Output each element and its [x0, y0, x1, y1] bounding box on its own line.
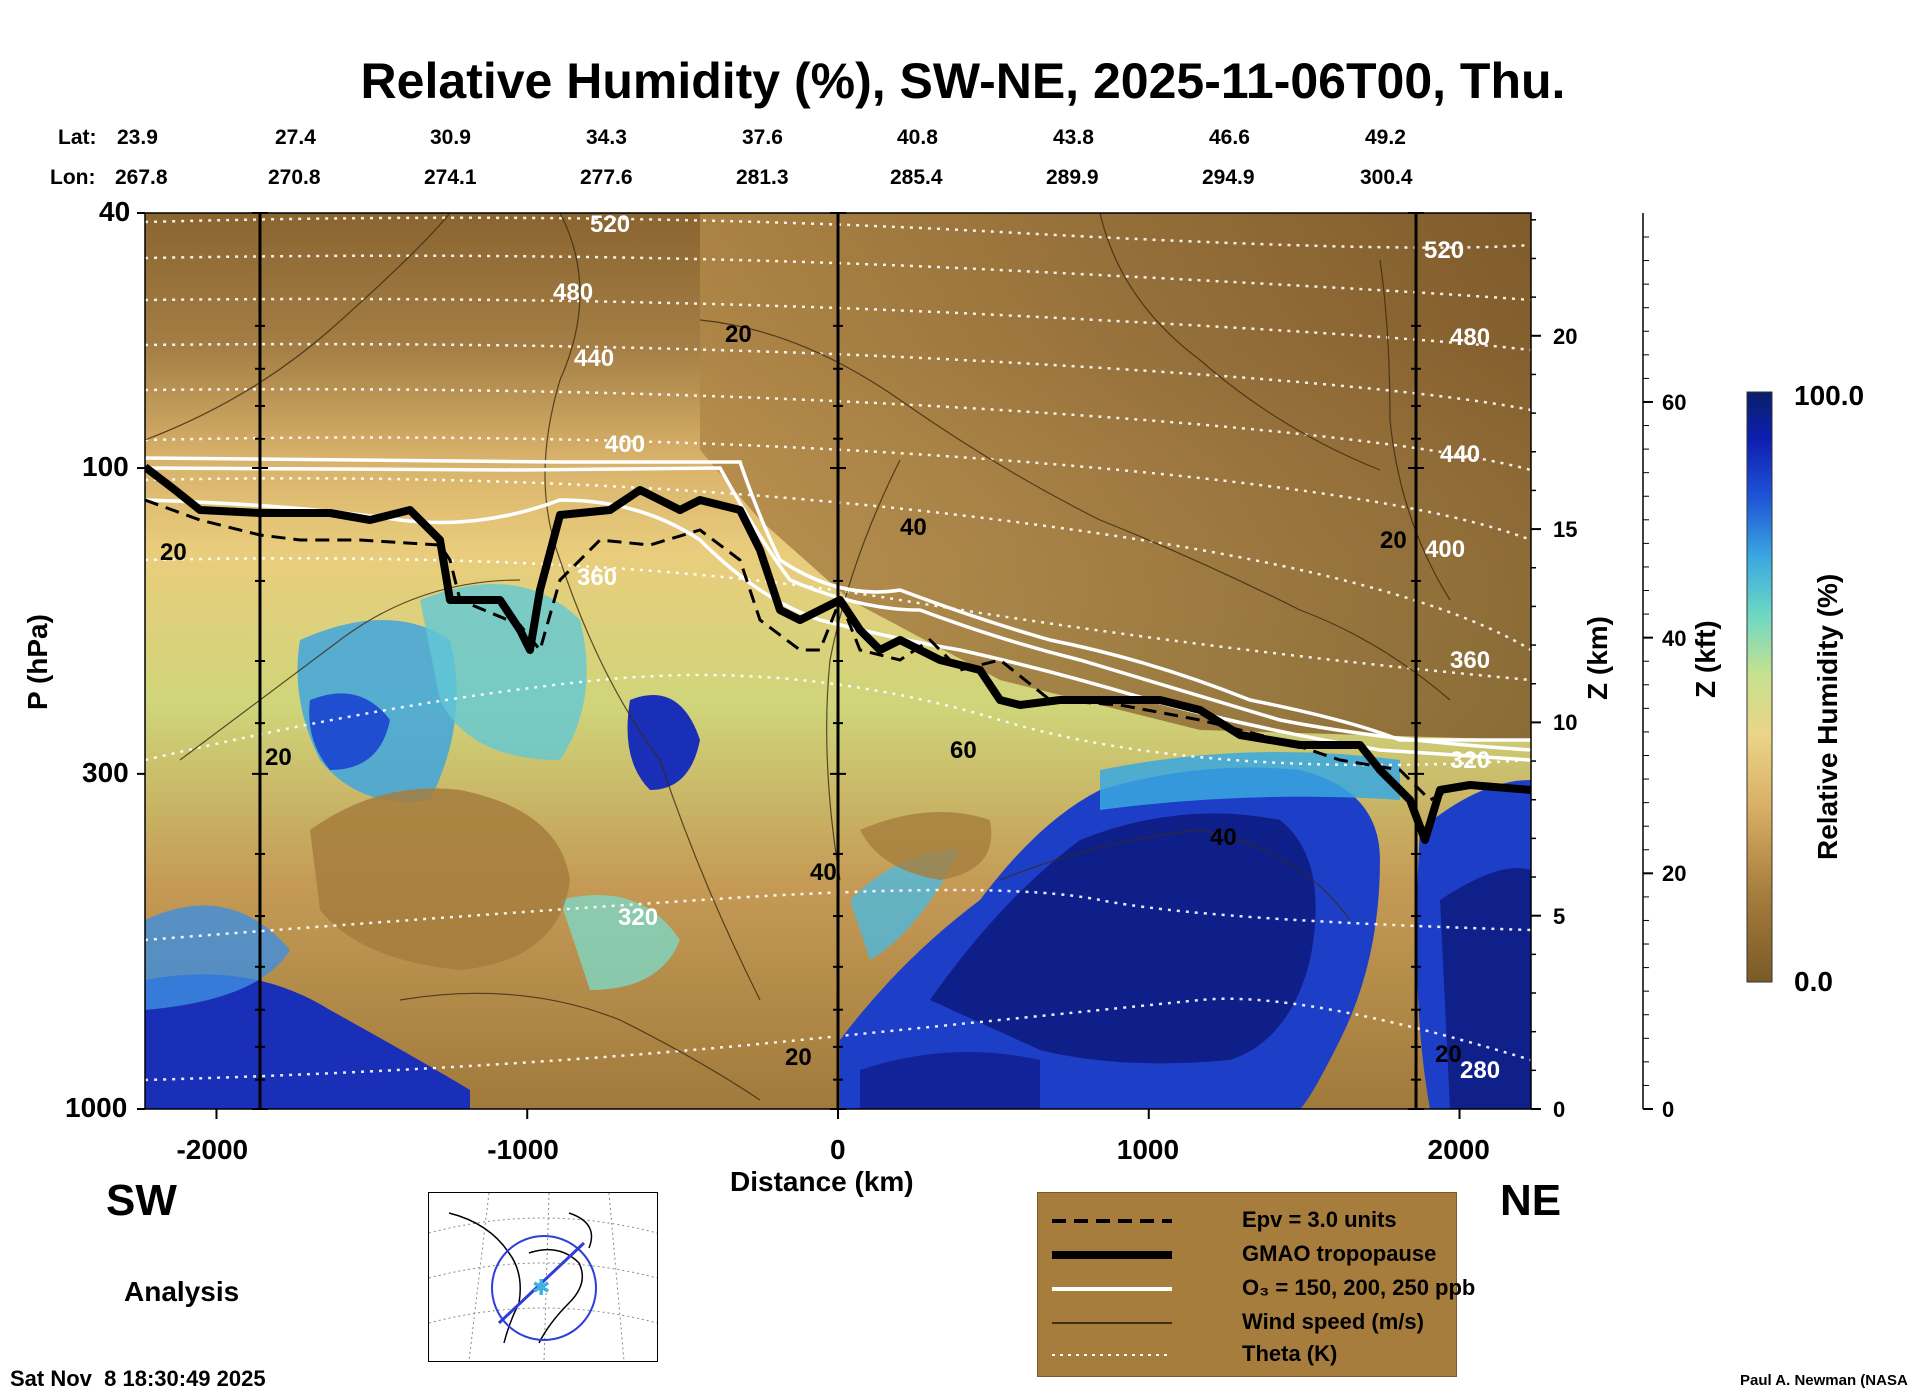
svg-text:320: 320 [618, 904, 658, 931]
lat-value: 43.8 [1053, 126, 1094, 149]
x-axis-label: Distance (km) [730, 1166, 914, 1197]
svg-text:360: 360 [577, 564, 617, 591]
svg-text:40: 40 [1210, 824, 1237, 851]
z-kft-axis-label: Z (kft) [1690, 620, 1721, 698]
legend: Epv = 3.0 units GMAO tropopause O₃ = 150… [1037, 1192, 1475, 1377]
lat-value: 30.9 [430, 126, 471, 149]
lat-value: 40.8 [897, 126, 938, 149]
z-km-tick-label: 15 [1553, 517, 1578, 543]
lon-label: Lon: [50, 166, 96, 189]
y-tick-label: 300 [82, 756, 129, 788]
svg-text:520: 520 [590, 211, 630, 238]
lon-value: 267.8 [115, 166, 168, 189]
svg-text:20: 20 [1435, 1041, 1462, 1068]
credit: Paul A. Newman (NASA [1740, 1372, 1908, 1389]
y-tick-label: 1000 [65, 1092, 128, 1123]
svg-text:440: 440 [574, 345, 614, 372]
direction-ne: NE [1500, 1176, 1562, 1225]
svg-text:40: 40 [810, 859, 837, 886]
z-km-tick-label: 20 [1553, 323, 1578, 349]
svg-text:20: 20 [265, 744, 292, 771]
svg-text:✱: ✱ [532, 1276, 550, 1301]
z-km-tick-label: 10 [1553, 710, 1578, 736]
z-kft-tick-label: 40 [1662, 625, 1687, 651]
svg-text:480: 480 [553, 279, 593, 306]
legend-epv: Epv = 3.0 units [1052, 1205, 1452, 1235]
svg-text:320: 320 [1450, 747, 1490, 774]
lon-value: 300.4 [1360, 166, 1413, 189]
lon-value: 281.3 [736, 166, 789, 189]
x-tick-label: 0 [830, 1134, 846, 1165]
lon-value: 285.4 [890, 166, 943, 189]
legend-ozone: O₃ = 150, 200, 250 ppb [1052, 1273, 1475, 1303]
lat-value: 23.9 [117, 126, 158, 149]
x-tick-label: 1000 [1116, 1134, 1180, 1165]
svg-text:480: 480 [1450, 324, 1490, 351]
lat-value: 46.6 [1209, 126, 1250, 149]
legend-wind: Wind speed (m/s) [1052, 1307, 1452, 1337]
x-tick-label: -2000 [176, 1134, 249, 1165]
z-km-tick-label: 0 [1553, 1097, 1566, 1122]
lon-value: 274.1 [424, 166, 477, 189]
svg-text:20: 20 [1380, 527, 1407, 554]
legend-epv-label: Epv = 3.0 units [1242, 1207, 1397, 1232]
lat-value: 49.2 [1365, 126, 1406, 149]
svg-text:280: 280 [1460, 1057, 1500, 1084]
y-tick-label: 100 [82, 451, 129, 483]
legend-wind-label: Wind speed (m/s) [1242, 1309, 1424, 1334]
timestamp: Sat Nov 8 18:30:49 2025 [10, 1366, 266, 1391]
legend-theta: Theta (K) [1052, 1339, 1452, 1369]
z-kft-tick-label: 20 [1662, 861, 1687, 887]
svg-text:360: 360 [1450, 647, 1490, 674]
svg-text:20: 20 [785, 1044, 812, 1071]
svg-text:60: 60 [950, 737, 977, 764]
svg-text:20: 20 [725, 321, 752, 348]
colorbar-bottom-label: 0.0 [1794, 966, 1833, 997]
colorbar-top-label: 100.0 [1794, 380, 1865, 411]
lat-value: 34.3 [586, 126, 627, 149]
y-axis-label: P (hPa) [22, 614, 53, 710]
direction-sw: SW [106, 1176, 177, 1225]
svg-text:20: 20 [160, 539, 187, 566]
svg-text:400: 400 [1425, 536, 1465, 563]
z-kft-tick-label: 0 [1662, 1097, 1675, 1122]
z-kft-tick-label: 60 [1662, 389, 1687, 415]
svg-text:40: 40 [900, 514, 927, 541]
lon-value: 294.9 [1202, 166, 1255, 189]
z-km-tick-label: 5 [1553, 903, 1566, 929]
lon-value: 270.8 [268, 166, 321, 189]
legend-tropopause: GMAO tropopause [1052, 1239, 1452, 1269]
lat-value: 37.6 [742, 126, 783, 149]
svg-text:400: 400 [605, 431, 645, 458]
legend-theta-label: Theta (K) [1242, 1341, 1338, 1366]
inset-map-graphic: ✱ [428, 1192, 658, 1362]
legend-tropopause-label: GMAO tropopause [1242, 1241, 1437, 1266]
inset-map: ✱ [428, 1192, 658, 1362]
lat-label: Lat: [58, 126, 97, 149]
x-tick-label: -1000 [487, 1134, 559, 1165]
svg-text:440: 440 [1440, 441, 1480, 468]
chart-title: Relative Humidity (%), SW-NE, 2025-11-06… [360, 53, 1566, 109]
legend-ozone-label: O₃ = 150, 200, 250 ppb [1242, 1275, 1476, 1300]
lat-value: 27.4 [275, 126, 316, 149]
y-tick-label: 40 [99, 196, 131, 227]
z-km-axis-label: Z (km) [1582, 616, 1613, 700]
lon-value: 277.6 [580, 166, 633, 189]
lon-value: 289.9 [1046, 166, 1099, 189]
analysis-label: Analysis [124, 1276, 240, 1307]
colorbar-title: Relative Humidity (%) [1812, 573, 1843, 860]
x-tick-label: 2000 [1427, 1134, 1490, 1165]
svg-text:520: 520 [1424, 237, 1464, 264]
